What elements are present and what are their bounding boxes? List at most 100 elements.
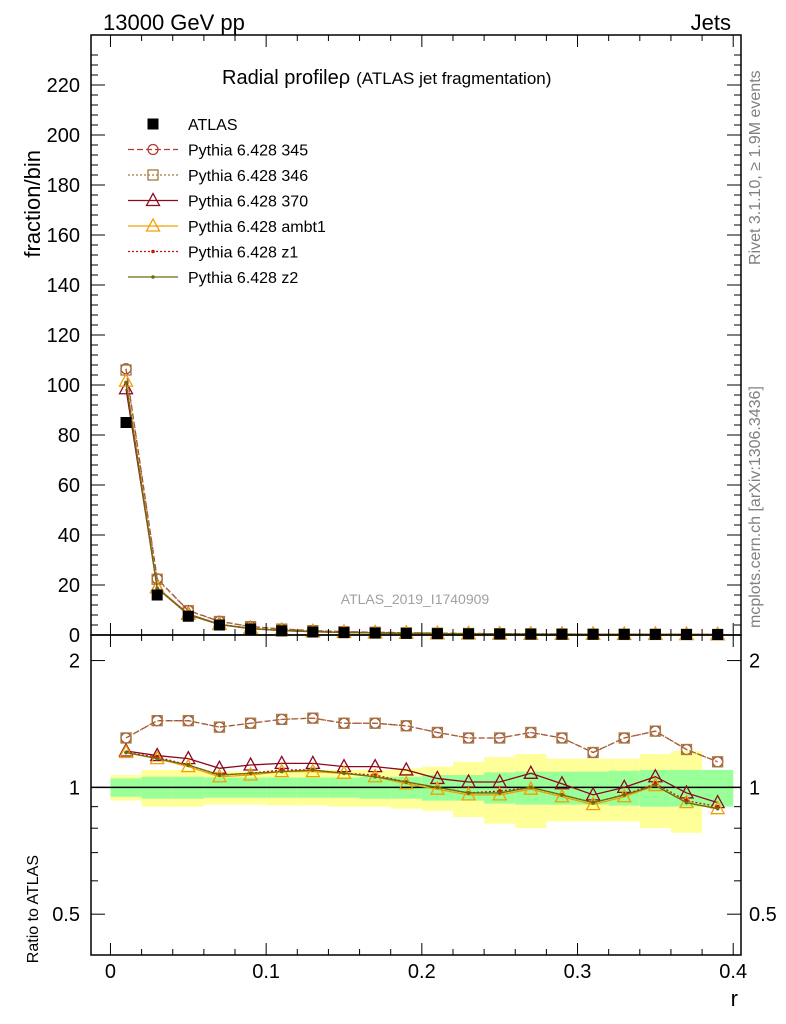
legend-marker <box>147 143 159 156</box>
data-point <box>245 623 257 635</box>
y-tick-label: 160 <box>47 225 80 247</box>
legend-marker <box>147 118 159 130</box>
legend-label: Pythia 6.428 z2 <box>188 270 298 287</box>
ratio-series-marker <box>556 732 568 744</box>
ratio-series-marker <box>525 726 537 739</box>
ratio-series-marker <box>678 784 695 799</box>
legend-label: Pythia 6.428 345 <box>188 143 308 160</box>
x-tick-label: 0 <box>105 961 116 983</box>
data-point <box>276 625 288 637</box>
ratio-y-tick-label: 0.5 <box>52 904 80 926</box>
watermark: ATLAS_2019_I1740909 <box>341 591 490 607</box>
data-point <box>338 627 350 639</box>
ratio-series-marker <box>118 744 134 759</box>
series-marker <box>124 380 128 385</box>
ratio-series-marker <box>591 800 595 805</box>
legend-label: ATLAS <box>188 117 238 134</box>
y-tick-label: 80 <box>58 425 80 447</box>
series-marker <box>118 380 134 395</box>
data-point <box>120 417 132 428</box>
ratio-series-marker <box>616 779 632 794</box>
ratio-series-marker <box>149 747 165 762</box>
ratio-ylabel: Ratio to ATLAS <box>25 855 42 963</box>
data-point <box>369 627 381 639</box>
ratio-series-marker <box>242 756 259 771</box>
ratio-series-marker <box>211 768 228 783</box>
ratio-series-marker <box>276 713 288 726</box>
ratio-series-marker <box>466 791 471 795</box>
ratio-series-marker <box>338 717 350 729</box>
y-tick-label: 120 <box>47 325 80 347</box>
y-tick-label: 220 <box>47 75 80 97</box>
data-point <box>525 628 537 640</box>
ratio-series-marker <box>653 783 658 788</box>
ratio-series-marker <box>492 786 508 801</box>
ratio-series-marker <box>400 720 412 732</box>
y-tick-label: 0 <box>69 625 80 647</box>
legend-label: Pythia 6.428 z1 <box>188 245 298 262</box>
main-ylabel: fraction/bin <box>20 150 45 258</box>
ratio-series-marker <box>155 756 159 761</box>
x-tick-label: 0.1 <box>252 961 280 983</box>
chart-title-symbol: ρ <box>339 67 350 89</box>
ratio-series-marker <box>311 768 315 772</box>
y-tick-label: 140 <box>47 275 80 297</box>
legend-marker <box>145 217 161 232</box>
legend-marker <box>145 192 161 207</box>
ratio-series-marker <box>587 746 599 759</box>
legend-marker <box>147 169 159 181</box>
ratio-y-tick-label: 1 <box>69 777 80 799</box>
data-point <box>151 589 163 601</box>
ratio-series-marker <box>680 743 693 756</box>
ratio-series-marker <box>274 755 290 770</box>
ratio-series-line <box>125 751 718 810</box>
data-point <box>307 626 319 638</box>
ratio-series-marker <box>398 761 414 776</box>
ratio-series-marker <box>151 715 163 727</box>
ratio-series-marker <box>342 771 346 776</box>
ratio-plot: 0 0.1 0.2 0.3 0.4 0.5 0.5 1 1 2 2 <box>52 35 777 983</box>
ratio-y-tick-label-right: 2 <box>749 651 760 673</box>
ratio-series-marker <box>244 717 257 729</box>
ratio-series-marker <box>404 780 409 784</box>
y-tick-label: 40 <box>58 525 80 547</box>
side-events: Rivet 3.1.10, ≥ 1.9M events <box>747 70 764 265</box>
legend-marker <box>151 249 155 254</box>
ratio-series-marker <box>678 794 695 809</box>
ratio-series-marker <box>435 785 440 790</box>
data-point <box>182 610 194 622</box>
ratio-series-marker <box>305 755 321 770</box>
ratio-series-marker <box>213 721 226 733</box>
ratio-series-marker <box>248 771 253 776</box>
side-source: mcplots.cern.ch [arXiv:1306.3436] <box>747 386 764 628</box>
y-tick-label: 200 <box>47 125 80 147</box>
ratio-series-marker <box>373 774 377 779</box>
ratio-series-marker <box>529 785 533 790</box>
ratio-series-marker <box>711 756 724 768</box>
header-right: Jets <box>691 10 731 35</box>
legend-label: Pythia 6.428 ambt1 <box>188 219 326 236</box>
ratio-series-marker <box>186 763 191 767</box>
ratio-xlabel: r <box>731 986 738 1011</box>
chart-title: Radial profileρ (ATLAS jet fragmentation) <box>222 67 551 89</box>
x-tick-label: 0.4 <box>719 961 747 983</box>
ratio-series-marker <box>124 750 128 755</box>
ratio-series-marker <box>684 800 689 805</box>
header-left: 13000 GeV pp <box>103 10 245 35</box>
ratio-series-marker <box>369 717 381 729</box>
ratio-series-marker <box>118 742 134 757</box>
legend-label: Pythia 6.428 346 <box>188 168 308 185</box>
legend-marker <box>151 275 155 279</box>
ratio-series-marker <box>431 726 444 739</box>
ratio-series-marker <box>307 712 319 724</box>
ratio-series-marker <box>494 732 506 744</box>
data-point <box>556 628 568 640</box>
ratio-series-marker <box>497 791 502 795</box>
data-point <box>463 628 475 640</box>
ratio-series-marker <box>462 732 475 744</box>
ratio-series-marker <box>585 786 601 801</box>
ratio-series-marker <box>460 786 477 801</box>
data-point <box>431 628 443 640</box>
data-point <box>494 628 506 640</box>
